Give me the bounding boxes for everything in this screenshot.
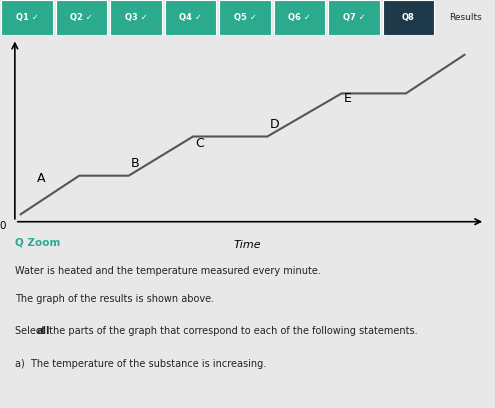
Text: Q8: Q8 [402, 13, 415, 22]
FancyBboxPatch shape [383, 0, 434, 35]
Text: C: C [196, 137, 204, 150]
FancyBboxPatch shape [1, 0, 53, 35]
Text: Q3 ✓: Q3 ✓ [125, 13, 148, 22]
Text: Water is heated and the temperature measured every minute.: Water is heated and the temperature meas… [15, 266, 321, 276]
Text: Q5 ✓: Q5 ✓ [234, 13, 256, 22]
Text: Select: Select [15, 326, 48, 336]
Text: Q2 ✓: Q2 ✓ [70, 13, 93, 22]
FancyBboxPatch shape [110, 0, 162, 35]
Text: Results: Results [449, 13, 482, 22]
Text: Q1 ✓: Q1 ✓ [16, 13, 39, 22]
Text: D: D [270, 118, 279, 131]
FancyBboxPatch shape [328, 0, 380, 35]
Text: Q6 ✓: Q6 ✓ [288, 13, 311, 22]
Text: all: all [36, 326, 50, 336]
Text: The graph of the results is shown above.: The graph of the results is shown above. [15, 293, 214, 304]
Text: Q7 ✓: Q7 ✓ [343, 13, 365, 22]
Text: 0: 0 [0, 221, 6, 231]
Text: A: A [37, 173, 46, 186]
Text: Time: Time [234, 240, 261, 251]
Text: Q4 ✓: Q4 ✓ [179, 13, 202, 22]
Text: the parts of the graph that correspond to each of the following statements.: the parts of the graph that correspond t… [46, 326, 417, 336]
FancyBboxPatch shape [219, 0, 271, 35]
Text: a)  The temperature of the substance is increasing.: a) The temperature of the substance is i… [15, 359, 266, 369]
Text: Q Zoom: Q Zoom [15, 237, 60, 248]
Text: B: B [131, 157, 140, 170]
Text: E: E [344, 92, 352, 105]
FancyBboxPatch shape [274, 0, 325, 35]
FancyBboxPatch shape [165, 0, 216, 35]
FancyBboxPatch shape [56, 0, 107, 35]
